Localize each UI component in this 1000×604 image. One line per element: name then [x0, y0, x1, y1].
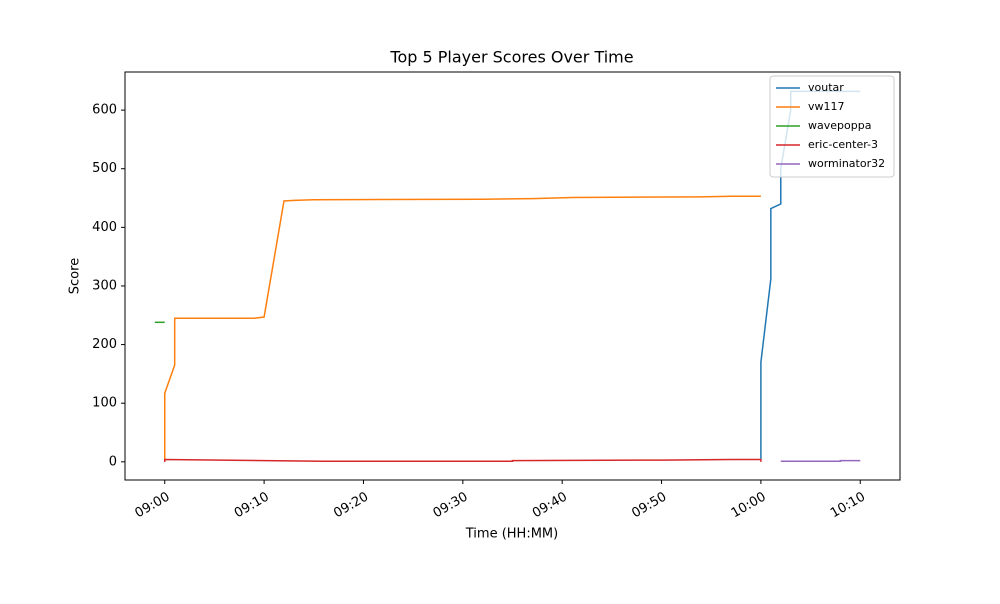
legend-label: wavepoppa — [808, 119, 871, 132]
legend-label: worminator32 — [808, 157, 885, 170]
y-tick-label: 100 — [92, 396, 117, 411]
x-tick-label: 10:10 — [828, 490, 868, 522]
series-line — [780, 459, 861, 462]
y-tick-label: 600 — [92, 103, 117, 118]
x-tick-label: 09:00 — [133, 490, 173, 522]
series-line — [163, 458, 762, 462]
y-tick-label: 300 — [92, 278, 117, 293]
x-tick-label: 09:50 — [629, 490, 669, 522]
x-tick-label: 10:00 — [729, 490, 769, 522]
x-tick-label: 09:40 — [530, 490, 570, 522]
y-tick-label: 200 — [92, 337, 117, 352]
legend-box — [769, 75, 895, 178]
chart-title: Top 5 Player Scores Over Time — [389, 48, 633, 67]
plot-frame — [124, 71, 901, 481]
x-tick-label: 09:10 — [232, 490, 272, 522]
legend-label: eric-center-3 — [808, 138, 878, 151]
x-axis-label: Time (HH:MM) — [465, 527, 558, 542]
legend-label: voutar — [808, 81, 844, 94]
x-tick-label: 09:30 — [431, 490, 471, 522]
y-axis-label: Score — [68, 258, 83, 294]
series-line — [163, 195, 761, 462]
x-tick-label: 09:20 — [331, 490, 371, 522]
y-tick-label: 0 — [109, 454, 117, 469]
legend-label: vw117 — [808, 100, 845, 113]
y-tick-label: 400 — [92, 220, 117, 235]
y-tick-label: 500 — [92, 161, 117, 176]
